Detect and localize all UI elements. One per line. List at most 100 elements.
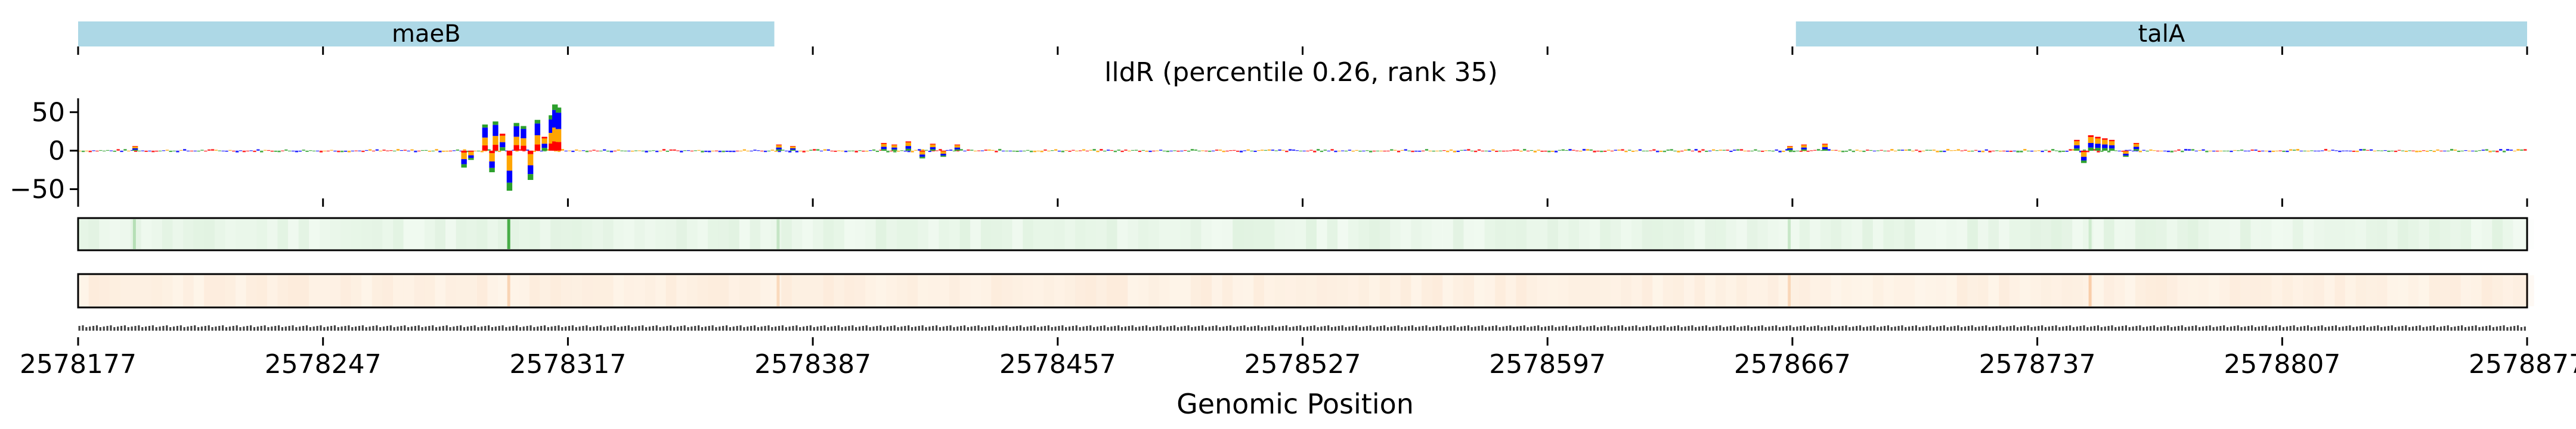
sequence-glyph (340, 327, 343, 331)
sequence-glyph (494, 327, 497, 331)
logo-noise-bar (1789, 150, 1792, 153)
sequence-glyph (1142, 326, 1144, 331)
sequence-glyph (2373, 326, 2376, 331)
sequence-glyph (382, 327, 385, 331)
heat-cell (834, 219, 844, 249)
sequence-glyph (1593, 325, 1596, 331)
logo-noise-bar (2429, 150, 2433, 151)
logo-noise-bar (998, 148, 1002, 151)
logo-noise-bar (1827, 149, 1831, 151)
sequence-glyph (218, 326, 221, 331)
logo-noise-bar (260, 150, 264, 153)
sequence-glyph (722, 326, 724, 331)
logo-noise-bar (2240, 150, 2244, 151)
heat-cell (949, 275, 960, 306)
sequence-glyph (1915, 325, 1917, 331)
heat-cell (2398, 275, 2408, 306)
sequence-glyph (1292, 327, 1295, 331)
logo-noise-bar (165, 150, 169, 151)
sequence-glyph (358, 326, 361, 331)
heat-cell (2387, 275, 2398, 306)
logo-noise-bar (1977, 150, 1981, 153)
sequence-glyph (1957, 325, 1959, 331)
logo-bars (78, 104, 2527, 191)
sequence-glyph (1376, 327, 1379, 331)
heat-cell (1201, 275, 1212, 306)
logo-noise-bar (2009, 150, 2012, 152)
logo-noise-bar (2369, 149, 2373, 151)
sequence-glyph (1785, 326, 1788, 331)
logo-noise-bar (603, 149, 606, 151)
logo-noise-bar (2355, 150, 2359, 153)
sequence-glyph (1596, 327, 1599, 331)
sequence-glyph (1429, 327, 1431, 331)
sequence-glyph (376, 325, 378, 331)
logo-letter (930, 147, 936, 150)
logo-noise-bar (669, 149, 673, 151)
heat-cell (2198, 219, 2209, 249)
sequence-glyph (711, 325, 714, 331)
logo-noise-bar (1201, 150, 1205, 151)
logo-noise-bar (1600, 150, 1603, 153)
heat-cell (320, 275, 330, 306)
logo-noise-bar (1057, 150, 1061, 152)
sequence-glyph (1513, 327, 1515, 331)
sequence-glyph (1184, 326, 1186, 331)
logo-noise-bar (1897, 150, 1901, 151)
heat-cell (2492, 275, 2503, 306)
sequence-glyph (736, 326, 738, 331)
sequence-glyph (1481, 325, 1484, 331)
heat-cell (750, 219, 761, 249)
logo-noise-bar (1366, 150, 1369, 151)
logo-noise-bar (1289, 149, 1292, 151)
sequence-glyph (1757, 326, 1760, 331)
sequence-glyph (2209, 325, 2211, 331)
logo-letter (2123, 156, 2129, 157)
logo-noise-bar (1631, 150, 1635, 152)
heat-cell (2166, 275, 2178, 306)
logo-letter (789, 148, 796, 150)
logo-noise-bar (1184, 150, 1187, 151)
heat-cell (2230, 275, 2240, 306)
logo-noise-bar (1565, 150, 1568, 151)
logo-letter (891, 145, 897, 148)
sequence-glyph (1208, 327, 1210, 331)
heat-cell (172, 219, 183, 249)
sequence-glyph (1764, 327, 1767, 331)
sequence-glyph (2181, 325, 2183, 331)
logo-noise-bar (1414, 150, 1418, 152)
logo-noise-bar (2289, 149, 2293, 151)
heat-cell (1799, 275, 1810, 306)
sequence-glyph (809, 325, 812, 331)
logo-noise-bar (414, 150, 417, 153)
sequence-glyph (1015, 326, 1018, 331)
logo-letter (2095, 148, 2101, 151)
logo-letter (541, 138, 547, 144)
logo-noise-bar (1029, 150, 1033, 153)
heat-cell (508, 219, 519, 249)
logo-noise-bar (1368, 150, 1373, 153)
sequence-glyph (1901, 325, 1903, 331)
sequence-glyph (704, 327, 707, 331)
heat-cell (109, 275, 120, 306)
heat-cell (2429, 275, 2440, 306)
heat-cell (949, 219, 960, 249)
logo-noise-bar (1767, 150, 1772, 151)
sequence-glyph (1579, 325, 1581, 331)
heat-cell (1180, 275, 1191, 306)
sequence-glyph (1044, 326, 1046, 331)
heat-cell (1673, 275, 1685, 306)
sequence-glyph (2083, 325, 2085, 331)
sequence-glyph (614, 325, 616, 331)
sequence-glyph (676, 327, 679, 331)
sequence-glyph (1110, 327, 1113, 331)
sequence-glyph (1397, 325, 1400, 331)
logo-noise-bar (1666, 149, 1670, 151)
heat-cell (2376, 275, 2388, 306)
logo-noise-bar (1834, 150, 1838, 151)
heat-cell (487, 275, 498, 306)
x-tick-label: 2578877 (2469, 349, 2576, 380)
logo-noise-bar (732, 150, 736, 153)
heat-cell (2020, 219, 2030, 249)
sequence-glyph (1446, 327, 1448, 331)
